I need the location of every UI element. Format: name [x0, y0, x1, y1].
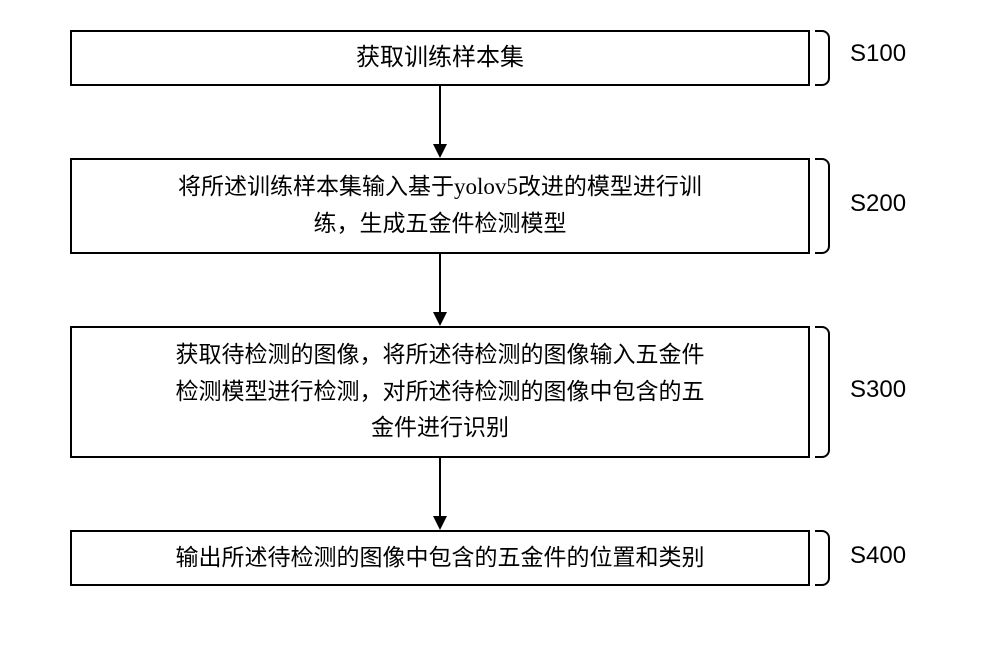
arrow-line: [439, 254, 441, 312]
step-label-s400: S400: [850, 542, 906, 570]
step-label-s200: S200: [850, 190, 906, 218]
step-label-s300: S300: [850, 376, 906, 404]
step-label-s100: S100: [850, 40, 906, 68]
step-box-s100: 获取训练样本集: [70, 30, 810, 86]
step-text: 获取训练样本集: [356, 39, 524, 77]
step-box-s300: 获取待检测的图像，将所述待检测的图像输入五金件 检测模型进行检测，对所述待检测的…: [70, 326, 810, 458]
step-box-s400: 输出所述待检测的图像中包含的五金件的位置和类别: [70, 530, 810, 586]
step-box-s200: 将所述训练样本集输入基于yolov5改进的模型进行训 练，生成五金件检测模型: [70, 158, 810, 254]
arrow-line: [439, 458, 441, 516]
arrow-head: [433, 312, 447, 326]
step-text: 输出所述待检测的图像中包含的五金件的位置和类别: [176, 540, 705, 577]
bracket-s400: [815, 530, 830, 586]
arrow-line: [439, 86, 441, 144]
step-text: 获取待检测的图像，将所述待检测的图像输入五金件 检测模型进行检测，对所述待检测的…: [176, 337, 705, 447]
arrow-head: [433, 516, 447, 530]
step-text: 将所述训练样本集输入基于yolov5改进的模型进行训 练，生成五金件检测模型: [178, 169, 702, 243]
bracket-s100: [815, 30, 830, 86]
bracket-s200: [815, 158, 830, 254]
arrow-head: [433, 144, 447, 158]
bracket-s300: [815, 326, 830, 458]
